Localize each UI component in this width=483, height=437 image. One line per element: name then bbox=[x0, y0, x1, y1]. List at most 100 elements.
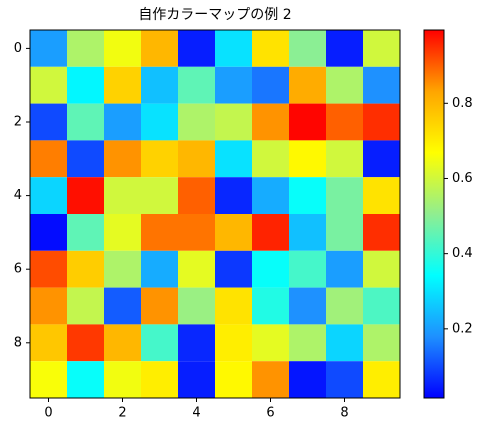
heatmap-cell bbox=[326, 103, 363, 141]
x-tick-label: 0 bbox=[44, 406, 52, 421]
heatmap-cell bbox=[67, 361, 104, 398]
heatmap-cell bbox=[252, 214, 289, 251]
heatmap-cell bbox=[326, 214, 363, 251]
heatmap-cell bbox=[178, 214, 215, 251]
heatmap-cell bbox=[104, 140, 141, 178]
colorbar-tick-label: 0.2 bbox=[452, 321, 473, 336]
y-tick-label: 8 bbox=[14, 335, 22, 350]
chart-title: 自作カラーマップの例 2 bbox=[138, 7, 291, 23]
heatmap-cell bbox=[67, 250, 104, 288]
heatmap-cell bbox=[363, 177, 400, 214]
heatmap-cell bbox=[363, 287, 400, 325]
heatmap-cell bbox=[215, 103, 252, 141]
heatmap-cell bbox=[215, 30, 252, 67]
heatmap-cell bbox=[326, 177, 363, 214]
heatmap-cell bbox=[252, 361, 289, 398]
heatmap-cell bbox=[252, 324, 289, 362]
heatmap-cell bbox=[30, 324, 67, 362]
heatmap-cell bbox=[30, 103, 67, 141]
heatmap-cell bbox=[363, 66, 400, 104]
x-tick-label: 8 bbox=[340, 406, 348, 421]
heatmap-cell bbox=[104, 361, 141, 398]
heatmap-cell bbox=[30, 140, 67, 178]
heatmap-cell bbox=[252, 287, 289, 325]
heatmap-cell bbox=[141, 287, 178, 325]
heatmap-cell bbox=[30, 250, 67, 288]
heatmap-cell bbox=[67, 287, 104, 325]
heatmap-cell bbox=[326, 140, 363, 178]
heatmap-cell bbox=[363, 140, 400, 178]
heatmap-cell bbox=[289, 30, 326, 67]
heatmap-cell bbox=[215, 324, 252, 362]
heatmap-cell bbox=[141, 66, 178, 104]
heatmap-cell bbox=[67, 324, 104, 362]
colorbar-tick-label: 0.6 bbox=[452, 171, 473, 186]
colorbar-tick-label: 0.8 bbox=[452, 96, 473, 111]
heatmap-cell bbox=[141, 214, 178, 251]
heatmap-cell bbox=[30, 287, 67, 325]
heatmap-cell bbox=[326, 361, 363, 398]
heatmap-cell bbox=[67, 140, 104, 178]
heatmap-cell bbox=[178, 250, 215, 288]
heatmap-cell bbox=[141, 324, 178, 362]
heatmap-cell bbox=[141, 30, 178, 67]
heatmap-cell bbox=[141, 103, 178, 141]
x-tick-label: 4 bbox=[192, 406, 200, 421]
heatmap-cell bbox=[178, 66, 215, 104]
heatmap-cell bbox=[178, 287, 215, 325]
heatmap-cell bbox=[104, 177, 141, 214]
heatmap-cell bbox=[252, 66, 289, 104]
heatmap-cell bbox=[363, 214, 400, 251]
heatmap-cell bbox=[215, 287, 252, 325]
heatmap-cell bbox=[30, 66, 67, 104]
heatmap-cell bbox=[178, 103, 215, 141]
heatmap-cell bbox=[104, 30, 141, 67]
heatmap-cell bbox=[289, 103, 326, 141]
heatmap-cell bbox=[141, 361, 178, 398]
heatmap-cell bbox=[252, 250, 289, 288]
heatmap-cell bbox=[363, 250, 400, 288]
heatmap-cell bbox=[326, 250, 363, 288]
heatmap-cell bbox=[141, 177, 178, 214]
heatmap-cell bbox=[104, 287, 141, 325]
heatmap-cell bbox=[30, 214, 67, 251]
y-tick-label: 4 bbox=[14, 188, 22, 203]
x-tick-label: 2 bbox=[118, 406, 126, 421]
heatmap-cell bbox=[178, 177, 215, 214]
heatmap-cell bbox=[141, 250, 178, 288]
heatmap-cell bbox=[215, 66, 252, 104]
heatmap-cell bbox=[363, 103, 400, 141]
heatmap-cell bbox=[289, 250, 326, 288]
heatmap-cell bbox=[178, 30, 215, 67]
heatmap-cell bbox=[30, 30, 67, 67]
heatmap-cell bbox=[215, 361, 252, 398]
heatmap-cell bbox=[289, 324, 326, 362]
plot-frame bbox=[29, 29, 401, 399]
heatmap-cell bbox=[252, 177, 289, 214]
heatmap-cell bbox=[104, 250, 141, 288]
heatmap-cell bbox=[104, 214, 141, 251]
heatmap-cell bbox=[326, 66, 363, 104]
heatmap-cell bbox=[215, 250, 252, 288]
heatmap-cell bbox=[178, 324, 215, 362]
heatmap-cell bbox=[363, 361, 400, 398]
heatmap-cell bbox=[326, 324, 363, 362]
heatmap-cell bbox=[104, 66, 141, 104]
x-tick-label: 6 bbox=[266, 406, 274, 421]
colorbar bbox=[423, 29, 445, 399]
heatmap-cell bbox=[67, 103, 104, 141]
heatmap-cell bbox=[104, 324, 141, 362]
heatmap-cell bbox=[104, 103, 141, 141]
heatmap-cell bbox=[67, 30, 104, 67]
y-tick-label: 6 bbox=[14, 262, 22, 277]
heatmap-cell bbox=[289, 140, 326, 178]
colorbar-tick-label: 0.4 bbox=[452, 246, 473, 261]
y-tick-label: 0 bbox=[14, 41, 22, 56]
heatmap-cell bbox=[252, 103, 289, 141]
heatmap-cell bbox=[67, 66, 104, 104]
heatmap-cell bbox=[289, 214, 326, 251]
heatmap-cell bbox=[30, 361, 67, 398]
heatmap-cell bbox=[141, 140, 178, 178]
heatmap-cell bbox=[363, 324, 400, 362]
